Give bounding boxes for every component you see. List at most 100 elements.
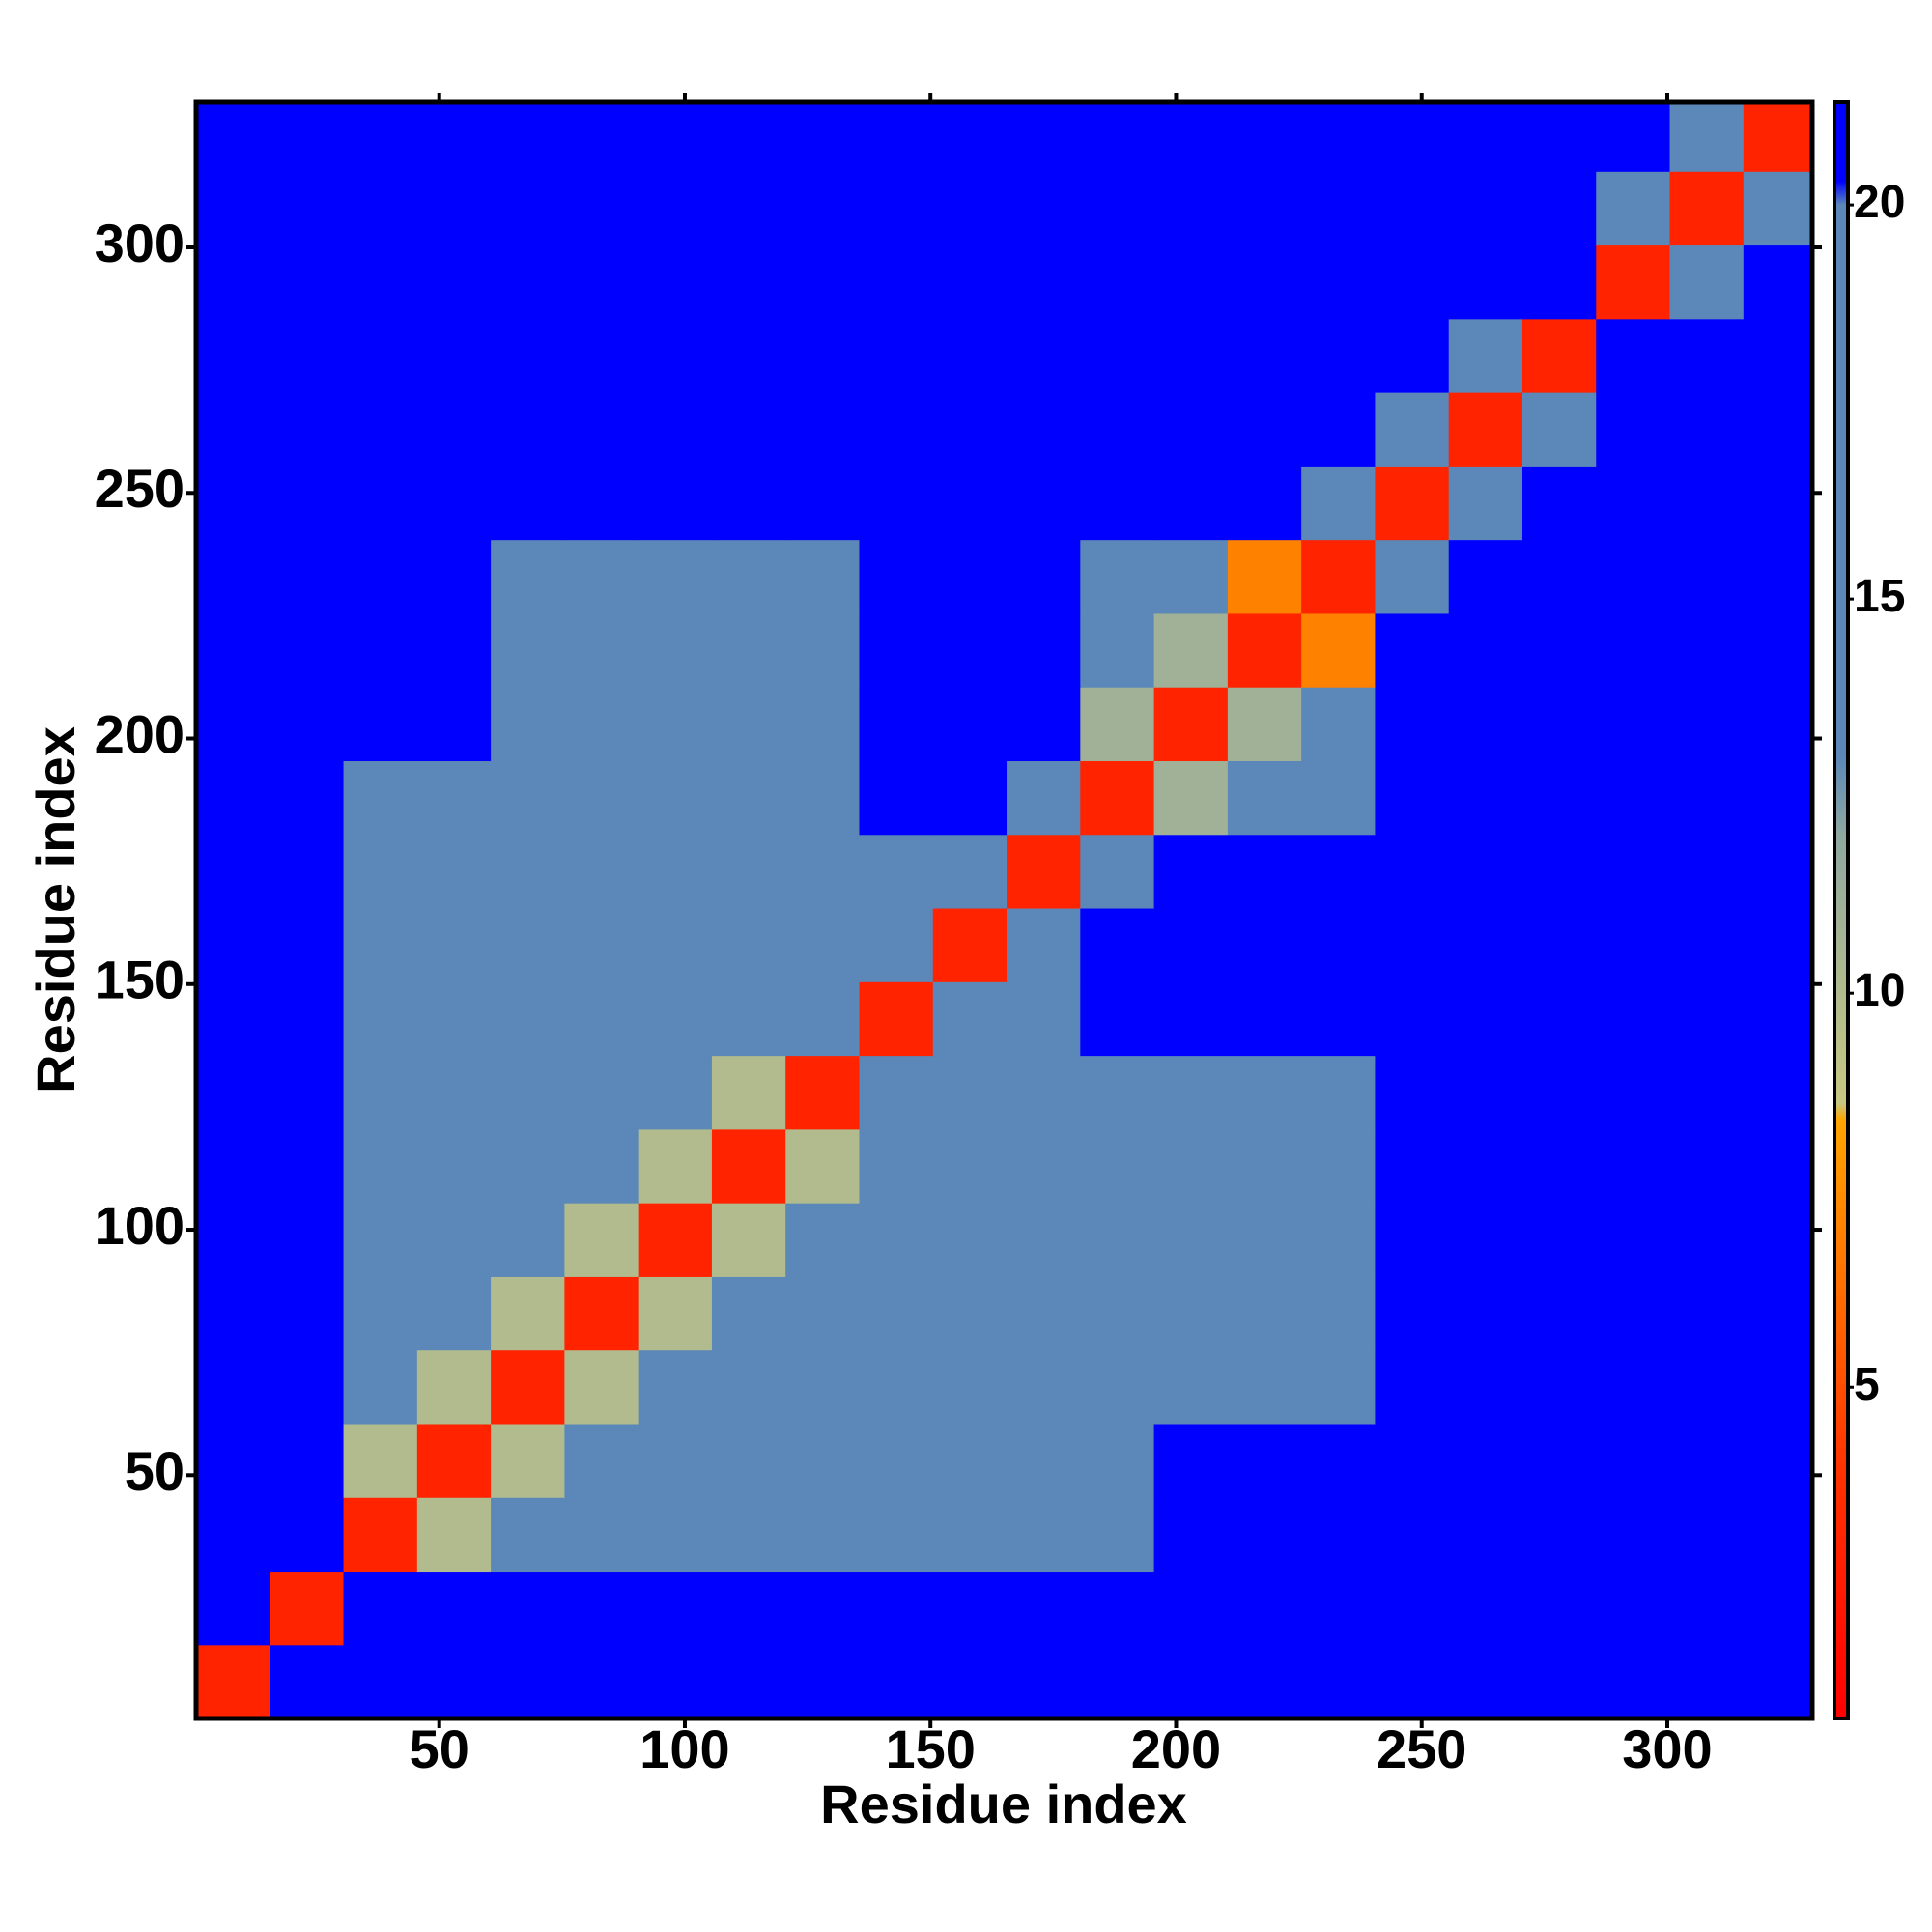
heat-cell [1743,1276,1812,1351]
heat-cell [638,1128,713,1204]
heat-cell [711,907,786,982]
heat-cell [1153,539,1229,614]
heat-cell [1080,1055,1155,1130]
heat-cell [1301,1128,1377,1204]
heat-cell [564,244,639,320]
heat-cell [711,981,786,1057]
heat-cell [1743,1423,1812,1498]
heat-cell [1007,1350,1081,1425]
heat-cell [785,981,861,1057]
heat-cell [638,1571,713,1646]
heat-cell [859,834,934,909]
heat-cell [1743,981,1812,1057]
heat-cell [932,1423,1008,1498]
heat-cell [1227,102,1302,172]
heat-cell [564,907,639,982]
heat-cell [270,539,345,614]
heat-cell [1153,834,1229,909]
heat-cell [1596,1571,1671,1646]
x-tick-label: 150 [886,1719,976,1779]
heat-cell [1669,244,1745,320]
heat-cell [1153,1350,1229,1425]
heat-cell [638,1423,713,1498]
heat-cell [1521,1497,1597,1573]
heat-cell [1007,102,1081,172]
heat-cell [416,1423,492,1498]
heat-cell [1007,1571,1081,1646]
heat-cell [416,1497,492,1573]
heat-cell [270,244,345,320]
heat-cell [1153,244,1229,320]
heat-cell [859,981,934,1057]
heat-cell [1669,102,1745,172]
heat-cell [859,760,934,836]
heat-cell [638,318,713,393]
heat-cell [1669,1128,1745,1204]
x-tick-label: 100 [639,1719,729,1779]
heat-cell [196,318,270,393]
heat-cell [638,539,713,614]
heat-cell [932,318,1008,393]
heat-cell [270,1055,345,1130]
heat-cell [270,1497,345,1573]
heat-cell [1375,907,1450,982]
heat-cell [1669,171,1745,246]
heat-cell [1007,539,1081,614]
heat-cell [564,539,639,614]
heat-cell [1007,1276,1081,1351]
heat-cell [711,244,786,320]
heat-cell [859,907,934,982]
heat-cell [1007,612,1081,688]
heat-cell [491,981,565,1057]
heat-cell [785,612,861,688]
heat-cell [785,171,861,246]
heat-cell [1301,981,1377,1057]
heat-cell [416,907,492,982]
heat-cell [1448,1497,1523,1573]
heat-cell [1448,392,1523,467]
heat-cell [1448,612,1523,688]
heat-cell [1743,760,1812,836]
heat-cell [1596,907,1671,982]
heat-cell [859,1571,934,1646]
heat-cell [1153,1497,1229,1573]
heat-cell [1080,244,1155,320]
heat-cell [1301,1571,1377,1646]
heat-cell [932,981,1008,1057]
heat-cell [491,834,565,909]
heat-cell [711,171,786,246]
heat-cell [711,1350,786,1425]
heat-cell [932,907,1008,982]
heat-cell [1080,834,1155,909]
heat-cell [196,1128,270,1204]
heat-cell [564,318,639,393]
heat-cell [564,1276,639,1351]
heat-cell [1448,171,1523,246]
heat-cell [1301,834,1377,909]
x-tick-label: 250 [1377,1719,1466,1779]
heat-cell [711,102,786,172]
heat-cell [932,1644,1008,1719]
heat-cell [1227,1497,1302,1573]
heat-cell [1227,1203,1302,1277]
heat-cell [343,1128,418,1204]
heat-cell [343,392,418,467]
heat-cell [1227,539,1302,614]
heat-cell [270,907,345,982]
heat-cell [196,1276,270,1351]
heat-cell [785,1203,861,1277]
heat-cell [1375,392,1450,467]
heat-cell [1301,244,1377,320]
heat-cell [711,1128,786,1204]
heat-cell [1227,1350,1302,1425]
heat-cell [196,1644,270,1719]
heat-cell [1743,1203,1812,1277]
heat-cell [1596,244,1671,320]
heat-cell [638,907,713,982]
heat-cell [564,392,639,467]
heat-cell [270,466,345,541]
heat-cell [343,834,418,909]
heat-cell [416,981,492,1057]
heat-cell [1080,1571,1155,1646]
